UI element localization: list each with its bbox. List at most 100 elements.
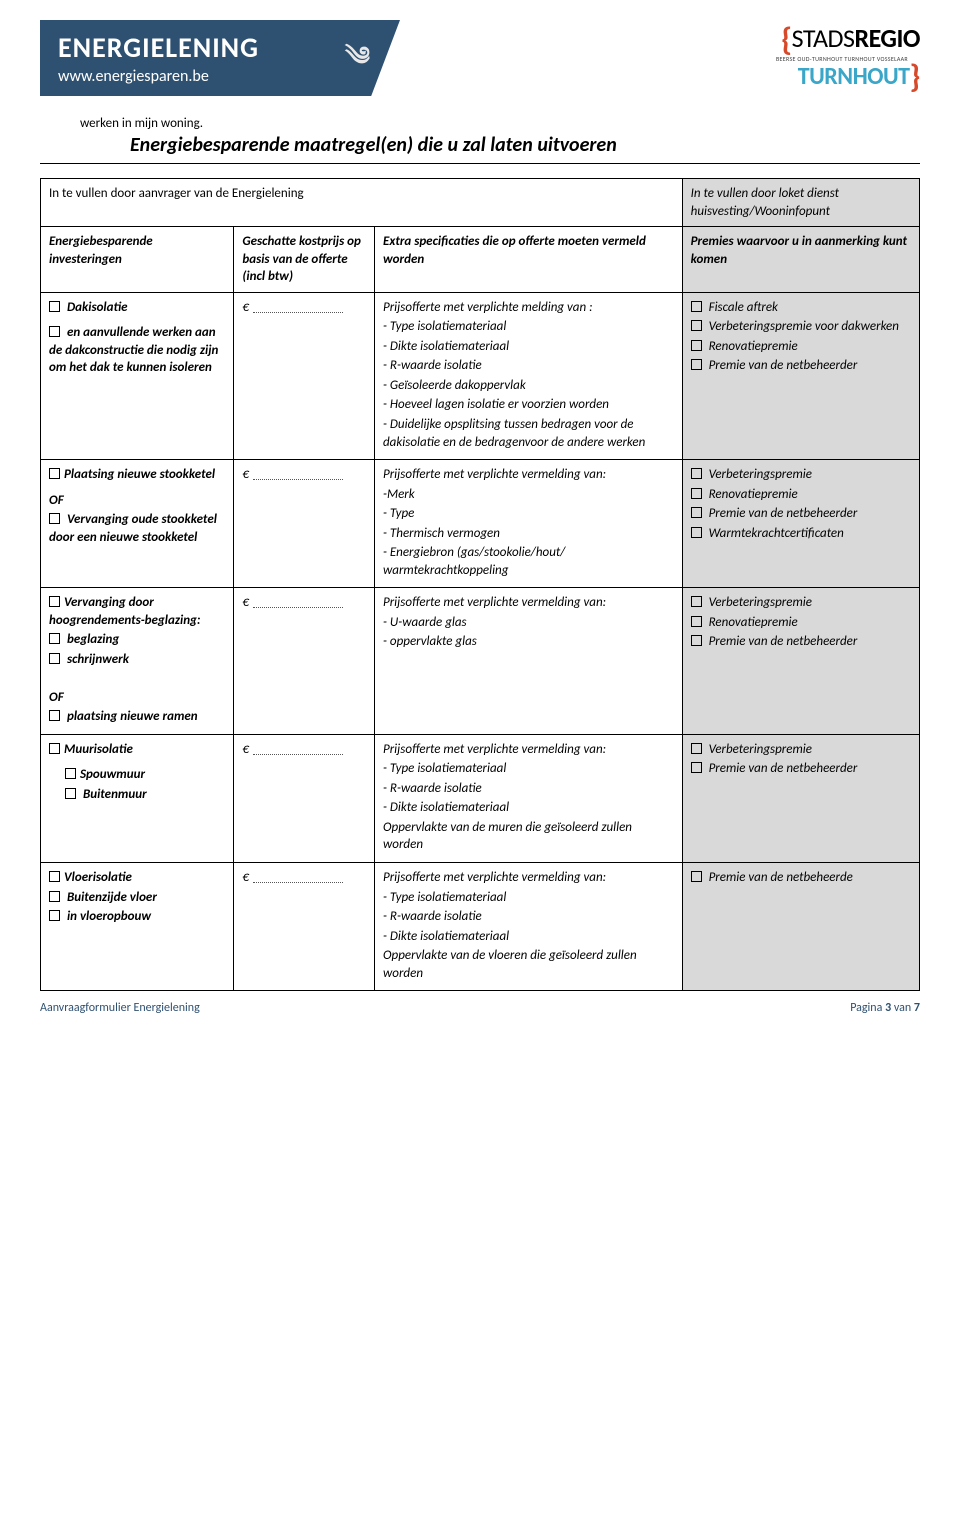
checkbox-icon[interactable]: [691, 320, 702, 331]
premie-item: Renovatiepremie: [709, 487, 798, 502]
list-item: - Dikte isolatiemateriaal: [383, 799, 674, 817]
row1-c3-title: Prijsofferte met verplichte melding van …: [383, 299, 674, 317]
checkbox-icon[interactable]: [691, 488, 702, 499]
checkbox-icon[interactable]: [49, 653, 60, 664]
checkbox-icon[interactable]: [49, 513, 60, 524]
amount-input-line[interactable]: [253, 596, 343, 608]
row3-col2-bottom: [234, 677, 375, 735]
list-item: - R-waarde isolatie: [383, 780, 674, 798]
row1-c1a: Dakisolatie: [67, 300, 128, 315]
premie-item: Verbeteringspremie: [709, 595, 812, 610]
row2-col3: Prijsofferte met verplichte vermelding v…: [375, 460, 683, 588]
euro-symbol: €: [242, 300, 249, 315]
checkbox-icon[interactable]: [49, 910, 60, 921]
row2-col1: Plaatsing nieuwe stookketel OF Vervangin…: [41, 460, 234, 588]
row4-c3-title: Prijsofferte met verplichte vermelding v…: [383, 741, 674, 759]
row2-of: OF: [49, 492, 225, 510]
row3-c1b: beglazing: [67, 632, 119, 647]
checkbox-icon[interactable]: [691, 596, 702, 607]
row5-col4: Premie van de netbeheerde: [682, 862, 919, 990]
checkbox-icon[interactable]: [691, 871, 702, 882]
amount-input-line[interactable]: [253, 871, 343, 883]
section-title: Energiebesparende maatregel(en) die u za…: [130, 133, 920, 157]
row2-col2: €: [234, 460, 375, 588]
checkbox-icon[interactable]: [49, 596, 60, 607]
list-item: - Type isolatiemateriaal: [383, 889, 674, 907]
row3-col4: Verbeteringspremie Renovatiepremie Premi…: [682, 588, 919, 677]
list-item: - Dikte isolatiemateriaal: [383, 928, 674, 946]
row5-c1b: Buitenzijde vloer: [67, 890, 157, 905]
list-item: - Duidelijke opsplitsing tussen bedragen…: [383, 416, 674, 451]
checkbox-icon[interactable]: [691, 359, 702, 370]
checkbox-icon[interactable]: [691, 301, 702, 312]
checkbox-icon[interactable]: [691, 616, 702, 627]
brace-open-icon: {: [781, 20, 792, 59]
pretitle-text: werken in mijn woning.: [80, 116, 920, 131]
premie-item: Verbeteringspremie: [709, 742, 812, 757]
row-beglazing-top: Vervanging door hoogrendements-beglazing…: [41, 588, 920, 677]
amount-input-line[interactable]: [253, 301, 343, 313]
row4-col2: €: [234, 734, 375, 862]
col3-header: Extra specificaties die op offerte moete…: [375, 227, 683, 293]
checkbox-icon[interactable]: [691, 507, 702, 518]
row4-col1: Muurisolatie Spouwmuur Buitenmuur: [41, 734, 234, 862]
row-dakisolatie: Dakisolatie en aanvullende werken aan de…: [41, 292, 920, 459]
amount-input-line[interactable]: [253, 468, 343, 480]
row3-c3-title: Prijsofferte met verplichte vermelding v…: [383, 594, 674, 612]
row4-col4: Verbeteringspremie Premie van de netbehe…: [682, 734, 919, 862]
premie-item: Renovatiepremie: [709, 615, 798, 630]
row4-col3: Prijsofferte met verplichte vermelding v…: [375, 734, 683, 862]
col1-header: Energiebesparende investeringen: [41, 227, 234, 293]
checkbox-icon[interactable]: [65, 788, 76, 799]
list-item: - oppervlakte glas: [383, 633, 674, 651]
amount-input-line[interactable]: [253, 743, 343, 755]
premie-item: Verbeteringspremie voor dakwerken: [709, 319, 899, 334]
premie-item: Verbeteringspremie: [709, 467, 812, 482]
euro-symbol: €: [242, 870, 249, 885]
row-muurisolatie: Muurisolatie Spouwmuur Buitenmuur € Prij…: [41, 734, 920, 862]
row2-col4: Verbeteringspremie Renovatiepremie Premi…: [682, 460, 919, 588]
header-banners: ENERGIELENING www.energiesparen.be ༄ {ST…: [40, 20, 920, 96]
checkbox-icon[interactable]: [49, 468, 60, 479]
premie-item: Fiscale aftrek: [709, 300, 778, 315]
checkbox-icon[interactable]: [49, 871, 60, 882]
row5-c1c: in vloeropbouw: [67, 909, 151, 924]
premie-item: Warmtekrachtcertificaten: [709, 526, 844, 541]
row3-c1c: schrijnwerk: [67, 652, 129, 667]
col4-header: Premies waarvoor u in aanmerking kunt ko…: [682, 227, 919, 293]
checkbox-icon[interactable]: [691, 468, 702, 479]
top-left-text: In te vullen door aanvrager van de Energ…: [49, 186, 304, 201]
divider-line: [40, 163, 920, 164]
premie-item: Premie van de netbeheerder: [709, 506, 858, 521]
checkbox-icon[interactable]: [691, 743, 702, 754]
list-item: - Type: [383, 505, 674, 523]
checkbox-icon[interactable]: [49, 301, 60, 312]
list-item: Oppervlakte van de muren die geïsoleerd …: [383, 819, 674, 854]
row5-col1: Vloerisolatie Buitenzijde vloer in vloer…: [41, 862, 234, 990]
checkbox-icon[interactable]: [691, 340, 702, 351]
list-item: - U-waarde glas: [383, 614, 674, 632]
checkbox-icon[interactable]: [49, 891, 60, 902]
checkbox-icon[interactable]: [49, 710, 60, 721]
row3-col4-bottom: [682, 677, 919, 735]
checkbox-icon[interactable]: [65, 768, 76, 779]
logo-text-turnhout: TURNHOUT: [798, 62, 910, 91]
checkbox-icon[interactable]: [691, 762, 702, 773]
banner-url: www.energiesparen.be: [58, 67, 340, 86]
checkbox-icon[interactable]: [691, 527, 702, 538]
row2-c3-title: Prijsofferte met verplichte vermelding v…: [383, 466, 674, 484]
checkbox-icon[interactable]: [49, 743, 60, 754]
checkbox-icon[interactable]: [49, 326, 60, 337]
euro-symbol: €: [242, 742, 249, 757]
list-item: - Hoeveel lagen isolatie er voorzien wor…: [383, 396, 674, 414]
premie-item: Premie van de netbeheerder: [709, 358, 858, 373]
checkbox-icon[interactable]: [691, 635, 702, 646]
checkbox-icon[interactable]: [49, 633, 60, 644]
euro-symbol: €: [242, 467, 249, 482]
footer-left: Aanvraagformulier Energielening: [40, 1001, 200, 1015]
row3-col3: Prijsofferte met verplichte vermelding v…: [375, 588, 683, 677]
top-right-cell: In te vullen door loket dienst huisvesti…: [682, 179, 919, 227]
row3-col1-bottom: OF plaatsing nieuwe ramen: [41, 677, 234, 735]
row1-col4: Fiscale aftrek Verbeteringspremie voor d…: [682, 292, 919, 459]
row4-c1a: Muurisolatie: [64, 742, 133, 757]
